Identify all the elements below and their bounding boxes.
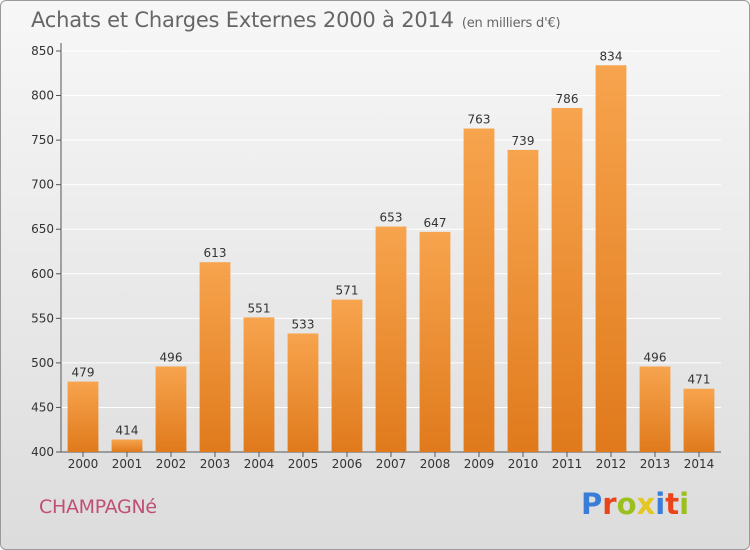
logo-letter: o xyxy=(616,487,637,521)
x-tick-label: 2009 xyxy=(464,457,495,471)
bar xyxy=(331,299,363,452)
bar-value-label: 533 xyxy=(292,317,315,331)
city-name: CHAMPAGNé xyxy=(39,496,157,518)
x-tick-label: 2011 xyxy=(552,457,583,471)
bar xyxy=(639,366,671,452)
bar-value-label: 471 xyxy=(688,373,711,387)
bar-value-label: 834 xyxy=(600,49,623,63)
chart-title-text: Achats et Charges Externes 2000 à 2014 xyxy=(31,8,454,32)
bar xyxy=(111,439,143,452)
y-tick-label: 850 xyxy=(31,44,54,58)
bar xyxy=(595,65,627,452)
bar xyxy=(243,317,275,452)
logo-letter: t xyxy=(665,487,680,521)
x-tick-label: 2000 xyxy=(68,457,99,471)
bar-value-label: 763 xyxy=(468,113,491,127)
logo-letter: x xyxy=(636,487,656,521)
x-tick-label: 2001 xyxy=(112,457,143,471)
logo-letter: i xyxy=(655,487,666,521)
bar-value-label: 479 xyxy=(72,366,95,380)
y-tick-label: 400 xyxy=(31,445,54,459)
bar-value-label: 496 xyxy=(160,350,183,364)
bar-value-label: 414 xyxy=(116,424,139,438)
bar xyxy=(199,262,231,452)
bar xyxy=(287,333,319,452)
y-tick-label: 550 xyxy=(31,311,54,325)
chart-unit: (en milliers d'€) xyxy=(461,16,561,31)
y-tick-label: 650 xyxy=(31,222,54,236)
x-tick-label: 2014 xyxy=(684,457,715,471)
chart-title: Achats et Charges Externes 2000 à 2014 (e… xyxy=(31,8,561,32)
bar-value-label: 613 xyxy=(204,246,227,260)
bar xyxy=(419,231,451,452)
x-tick-label: 2010 xyxy=(508,457,539,471)
x-tick-label: 2008 xyxy=(420,457,451,471)
logo-letter: i xyxy=(679,487,690,521)
bar-value-label: 571 xyxy=(336,284,359,298)
y-tick-label: 600 xyxy=(31,267,54,281)
bar xyxy=(683,388,715,452)
y-tick-label: 750 xyxy=(31,133,54,147)
bar-value-label: 551 xyxy=(248,301,271,315)
bar xyxy=(155,366,187,452)
bar xyxy=(507,149,539,452)
bar xyxy=(375,226,407,452)
logo-letter: r xyxy=(602,487,617,521)
y-tick-label: 700 xyxy=(31,178,54,192)
bar xyxy=(551,108,583,452)
bar-value-label: 647 xyxy=(424,216,447,230)
bar xyxy=(463,128,495,452)
y-tick-label: 450 xyxy=(31,400,54,414)
bar-value-label: 786 xyxy=(556,92,579,106)
y-tick-label: 800 xyxy=(31,89,54,103)
x-tick-label: 2012 xyxy=(596,457,627,471)
bar-value-label: 739 xyxy=(512,134,535,148)
x-tick-label: 2002 xyxy=(156,457,187,471)
x-tick-label: 2005 xyxy=(288,457,319,471)
logo-letter: P xyxy=(581,487,603,521)
x-tick-label: 2007 xyxy=(376,457,407,471)
proxiti-logo: Proxiti xyxy=(581,487,689,521)
x-tick-label: 2006 xyxy=(332,457,363,471)
x-tick-label: 2004 xyxy=(244,457,275,471)
bar-value-label: 496 xyxy=(644,350,667,364)
y-tick-label: 500 xyxy=(31,356,54,370)
bar xyxy=(67,381,99,452)
bar-value-label: 653 xyxy=(380,211,403,225)
x-tick-label: 2003 xyxy=(200,457,231,471)
x-tick-label: 2013 xyxy=(640,457,671,471)
